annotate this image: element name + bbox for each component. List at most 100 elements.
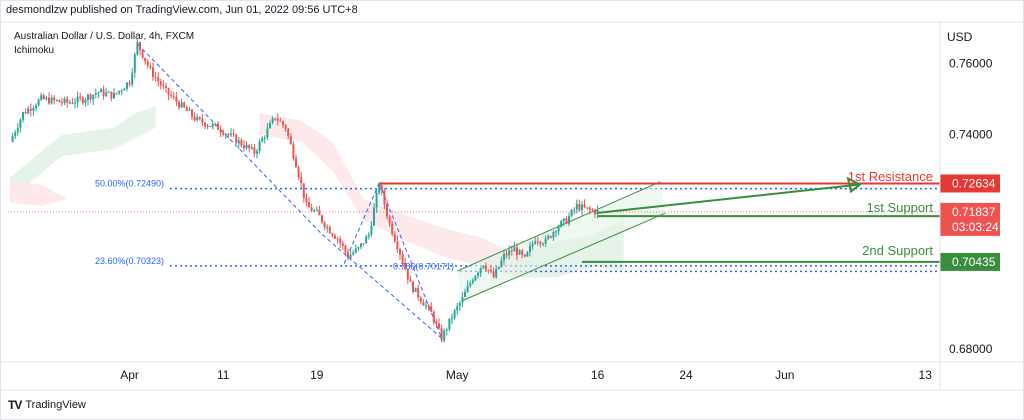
indicator-title[interactable]: Ichimoku bbox=[14, 45, 55, 56]
symbol-title[interactable]: Australian Dollar / U.S. Dollar, 4h, FXC… bbox=[14, 31, 195, 42]
arrow-up-head bbox=[846, 176, 862, 194]
support1-annotation: 1st Support bbox=[867, 200, 934, 215]
candle-body bbox=[534, 241, 537, 244]
fib-label-2: 0.786(0.70171) bbox=[393, 261, 454, 271]
candle-body bbox=[396, 241, 399, 250]
candle-body bbox=[466, 285, 469, 293]
candle-body bbox=[575, 204, 578, 210]
candle-body bbox=[477, 272, 479, 276]
candle-body bbox=[219, 129, 222, 133]
tradingview-brand[interactable]: TV TradingView bbox=[8, 398, 86, 412]
candle-body bbox=[40, 95, 43, 100]
candle-body bbox=[583, 204, 586, 208]
candle-body bbox=[427, 305, 430, 307]
candle-body bbox=[24, 112, 27, 114]
candle-body bbox=[503, 253, 505, 261]
candle-body bbox=[258, 141, 261, 152]
candle-body bbox=[152, 67, 154, 78]
candle-body bbox=[373, 207, 375, 226]
x-tick-5: 24 bbox=[679, 368, 693, 382]
candle-body bbox=[63, 98, 66, 103]
candle-body bbox=[97, 92, 100, 94]
x-tick-7: 13 bbox=[919, 368, 933, 382]
candle-body bbox=[175, 97, 178, 102]
candle-body bbox=[365, 236, 368, 244]
candle-body bbox=[256, 151, 258, 154]
candle-body bbox=[232, 133, 235, 135]
x-tick-4: 16 bbox=[591, 368, 605, 382]
support2-annotation: 2nd Support bbox=[862, 243, 933, 258]
candle-body bbox=[469, 283, 472, 286]
candle-body bbox=[248, 144, 251, 149]
candle-body bbox=[50, 97, 53, 104]
y-tick-0: 0.76000 bbox=[949, 56, 993, 70]
candle-body bbox=[471, 280, 474, 284]
candle-body bbox=[347, 251, 349, 258]
candle-body bbox=[154, 77, 157, 79]
candle-body bbox=[435, 322, 438, 324]
candle-body bbox=[263, 137, 266, 139]
candle-body bbox=[29, 108, 32, 111]
candle-body bbox=[76, 96, 79, 103]
candle-body bbox=[417, 287, 420, 298]
candle-body bbox=[529, 246, 531, 252]
candle-body bbox=[300, 177, 303, 184]
candle-body bbox=[336, 238, 339, 240]
candle-body bbox=[162, 85, 165, 87]
candle-body bbox=[79, 96, 82, 98]
candle-body bbox=[289, 135, 292, 145]
candle-body bbox=[297, 167, 300, 178]
candle-body bbox=[354, 248, 357, 253]
candle-body bbox=[341, 242, 344, 246]
candle-body bbox=[560, 220, 563, 227]
candle-body bbox=[115, 92, 118, 94]
candle-body bbox=[357, 247, 360, 249]
candle-body bbox=[391, 223, 394, 235]
candle-body bbox=[326, 227, 329, 229]
level-tag-text-2: 0.70435 bbox=[952, 255, 996, 269]
candle-body bbox=[89, 94, 92, 100]
candle-body bbox=[222, 132, 225, 135]
candle-body bbox=[295, 158, 297, 168]
candle-body bbox=[453, 310, 456, 319]
candle-body bbox=[235, 134, 238, 144]
candle-body bbox=[144, 57, 147, 62]
candle-body bbox=[490, 270, 492, 272]
candle-body bbox=[196, 117, 199, 121]
candle-body bbox=[139, 42, 141, 51]
candle-body bbox=[237, 140, 240, 144]
candle-body bbox=[458, 302, 461, 307]
candle-body bbox=[432, 311, 435, 323]
candle-body bbox=[92, 94, 95, 100]
candle-body bbox=[570, 209, 573, 217]
candle-body bbox=[510, 250, 513, 252]
candle-body bbox=[562, 218, 565, 221]
candle-body bbox=[193, 116, 196, 121]
candle-body bbox=[380, 185, 383, 191]
candle-body bbox=[445, 329, 448, 331]
candle-body bbox=[547, 236, 550, 239]
candle-body bbox=[276, 118, 279, 121]
candle-body bbox=[269, 122, 271, 129]
candle-body bbox=[552, 231, 555, 238]
candle-body bbox=[430, 306, 433, 312]
candle-body bbox=[66, 98, 69, 103]
channel-lower bbox=[462, 212, 666, 302]
candle-body bbox=[74, 102, 76, 104]
candle-body bbox=[487, 269, 490, 271]
candle-body bbox=[404, 262, 407, 270]
candle-body bbox=[549, 236, 552, 238]
cloud-bear-2 bbox=[10, 181, 68, 207]
candle-body bbox=[409, 279, 412, 282]
candle-body bbox=[531, 243, 534, 247]
candle-body bbox=[406, 269, 409, 280]
y-tick-1: 0.74000 bbox=[949, 128, 993, 142]
candle-body bbox=[565, 218, 568, 224]
current-price-tag bbox=[940, 202, 1000, 236]
candle-body bbox=[497, 266, 500, 269]
candle-body bbox=[422, 301, 425, 306]
candle-body bbox=[378, 185, 381, 193]
candle-body bbox=[542, 243, 544, 245]
candle-body bbox=[191, 109, 193, 117]
